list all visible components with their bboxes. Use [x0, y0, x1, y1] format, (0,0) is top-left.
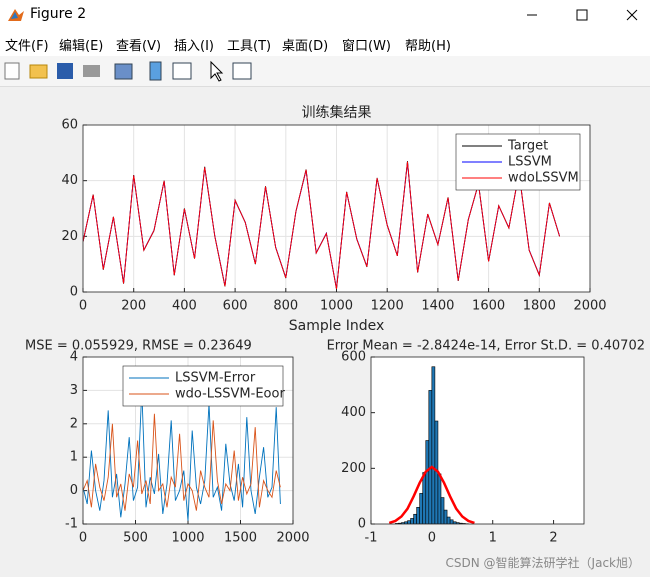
- x-tick-label: 500: [123, 531, 148, 546]
- plot-area: [83, 161, 561, 290]
- menu-item[interactable]: 窗口(W): [342, 39, 391, 54]
- y-tick-label: 2: [70, 416, 78, 431]
- hist-bar: [446, 516, 451, 524]
- hist-bar: [413, 513, 417, 524]
- menu-item[interactable]: 桌面(D): [282, 39, 329, 54]
- axes-frame: [370, 356, 585, 525]
- y-tick-label: -1: [65, 517, 78, 532]
- y-tick-label: 0: [70, 285, 78, 300]
- maximize[interactable]: [576, 9, 588, 21]
- series-line: [83, 161, 561, 290]
- property-icon[interactable]: [232, 62, 252, 80]
- y-tick-label: 1: [70, 450, 78, 465]
- legend-label: LSSVM-Error: [175, 371, 256, 386]
- menu-bar: 文件(F) 编辑(E) 查看(V) 插入(I) 工具(T) 桌面(D) 窗口(W…: [0, 30, 650, 56]
- hist-bar: [449, 519, 454, 524]
- window-controls[interactable]: [510, 0, 650, 30]
- legend-box: [122, 365, 284, 407]
- series-line: [83, 413, 281, 511]
- toolbar-icons: [4, 60, 252, 82]
- y-tick-label: 60: [61, 118, 78, 133]
- x-tick-label: 800: [273, 299, 298, 314]
- x-tick-label: 200: [121, 299, 146, 314]
- print-icon[interactable]: [83, 65, 100, 77]
- hist-bar: [422, 472, 427, 524]
- app-icon: [8, 9, 24, 21]
- y-tick-label: 200: [341, 461, 366, 476]
- close[interactable]: [626, 9, 638, 21]
- colorbar-icon[interactable]: [149, 61, 162, 81]
- y-tick-label: 0: [358, 517, 366, 532]
- axes-background: [371, 357, 584, 524]
- legend-label: wdo-LSSVM-Eoor: [175, 387, 285, 402]
- stats-text: Error Mean = -2.8424e-14, Error St.D. = …: [327, 339, 645, 354]
- legend-label: Target: [507, 139, 548, 154]
- menu-item[interactable]: 工具(T): [227, 39, 272, 54]
- hist-bar: [428, 390, 433, 524]
- hist-bar: [410, 518, 414, 524]
- menu-item[interactable]: 帮助(H): [405, 39, 451, 54]
- axes-frame: [82, 356, 294, 525]
- menu-item[interactable]: 文件(F): [5, 39, 49, 54]
- hist-bar: [419, 493, 424, 524]
- open-icon[interactable]: [29, 64, 48, 79]
- y-tick-label: 3: [70, 383, 78, 398]
- hist-bar: [425, 440, 430, 524]
- x-tick-label: 1400: [421, 299, 454, 314]
- menu-item[interactable]: 查看(V): [116, 39, 162, 54]
- x-tick-label: 2000: [573, 299, 606, 314]
- hist-bar: [407, 520, 411, 524]
- plot-area: [83, 390, 281, 521]
- x-tick-label: 2000: [276, 531, 309, 546]
- hist-bar: [431, 366, 436, 524]
- menu-item[interactable]: 插入(I): [174, 39, 214, 54]
- save-icon[interactable]: [57, 63, 73, 79]
- x-tick-label: 0: [79, 531, 87, 546]
- watermark: CSDN @智能算法研学社（Jack旭）: [445, 556, 640, 570]
- y-tick-label: 40: [61, 173, 78, 188]
- y-tick-label: 0: [70, 483, 78, 498]
- x-tick-label: 1600: [472, 299, 505, 314]
- hist-bar: [416, 506, 420, 524]
- title-bar: Figure 2: [0, 0, 650, 30]
- x-tick-label: 1500: [224, 531, 257, 546]
- link-icon[interactable]: [114, 63, 133, 80]
- x-tick-label: 1200: [371, 299, 404, 314]
- fit-curve: [388, 465, 475, 524]
- hist-bar: [440, 497, 445, 524]
- x-tick-label: 600: [223, 299, 248, 314]
- legend-label: wdoLSSVM: [508, 171, 579, 186]
- toolbar: [0, 56, 650, 87]
- hist-bar: [437, 473, 442, 524]
- hist-bar: [443, 509, 448, 524]
- x-tick-label: 0: [428, 531, 436, 546]
- new-icon[interactable]: [4, 62, 20, 80]
- x-tick-label: 1000: [320, 299, 353, 314]
- pointer-icon[interactable]: [210, 60, 224, 82]
- stats-text: MSE = 0.055929, RMSE = 0.23649: [25, 339, 252, 354]
- legend-label: LSSVM: [508, 155, 552, 170]
- y-tick-label: 400: [341, 405, 366, 420]
- window-title: Figure 2: [30, 6, 87, 22]
- x-tick-label: 1000: [171, 531, 204, 546]
- x-tick-label: -1: [365, 531, 378, 546]
- x-tick-label: 2: [549, 531, 557, 546]
- x-tick-label: 1800: [523, 299, 556, 314]
- plot-area: [388, 366, 475, 524]
- axes-frame: [82, 124, 591, 293]
- y-tick-label: 20: [61, 229, 78, 244]
- x-tick-label: 400: [172, 299, 197, 314]
- x-tick-label: 0: [79, 299, 87, 314]
- menu-item[interactable]: 编辑(E): [59, 39, 104, 54]
- y-tick-label: 4: [70, 350, 78, 365]
- legend-icon[interactable]: [172, 62, 192, 80]
- x-tick-label: 1: [489, 531, 497, 546]
- x-axis-label: Sample Index: [289, 318, 384, 334]
- chart-title: 训练集结果: [302, 104, 372, 121]
- y-tick-label: 600: [341, 350, 366, 365]
